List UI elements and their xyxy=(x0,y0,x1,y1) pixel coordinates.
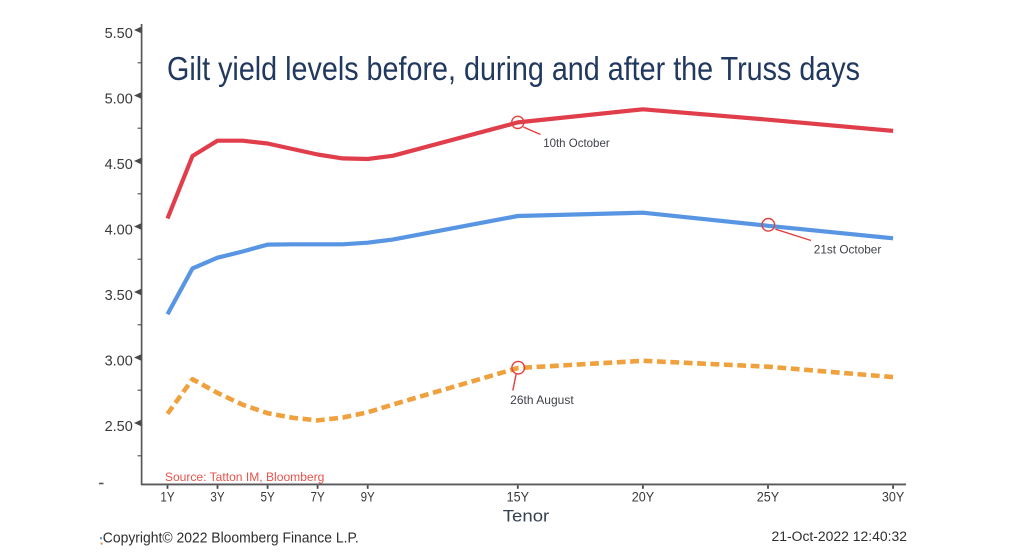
svg-text:Tenor: Tenor xyxy=(503,507,550,525)
svg-text:7Y: 7Y xyxy=(311,490,326,506)
svg-text:26th August: 26th August xyxy=(510,393,574,407)
svg-text:21st October: 21st October xyxy=(814,242,882,256)
svg-text:21-Oct-2022 12:40:32: 21-Oct-2022 12:40:32 xyxy=(772,529,908,545)
svg-text:3Y: 3Y xyxy=(210,490,225,506)
svg-text:5.50: 5.50 xyxy=(105,26,133,42)
svg-text:Source: Tatton IM, Bloomberg: Source: Tatton IM, Bloomberg xyxy=(165,470,325,484)
svg-text:30Y: 30Y xyxy=(882,490,905,506)
svg-text:5Y: 5Y xyxy=(261,490,276,506)
svg-text:25Y: 25Y xyxy=(757,490,780,506)
svg-text:Copyright© 2022 Bloomberg Fina: Copyright© 2022 Bloomberg Finance L.P. xyxy=(103,531,359,547)
svg-text:1Y: 1Y xyxy=(160,490,175,506)
svg-text:3.50: 3.50 xyxy=(105,288,133,304)
svg-text:9Y: 9Y xyxy=(361,490,376,506)
svg-text:20Y: 20Y xyxy=(632,490,655,506)
svg-text:10th October: 10th October xyxy=(543,136,610,150)
svg-text:15Y: 15Y xyxy=(507,490,530,506)
svg-text:4.50: 4.50 xyxy=(105,157,133,173)
svg-text:3.00: 3.00 xyxy=(105,354,133,370)
svg-text:2.50: 2.50 xyxy=(105,419,133,435)
svg-text:5.00: 5.00 xyxy=(105,92,133,108)
svg-text:Gilt yield levels before, duri: Gilt yield levels before, during and aft… xyxy=(167,50,860,87)
svg-text:4.00: 4.00 xyxy=(105,222,133,238)
